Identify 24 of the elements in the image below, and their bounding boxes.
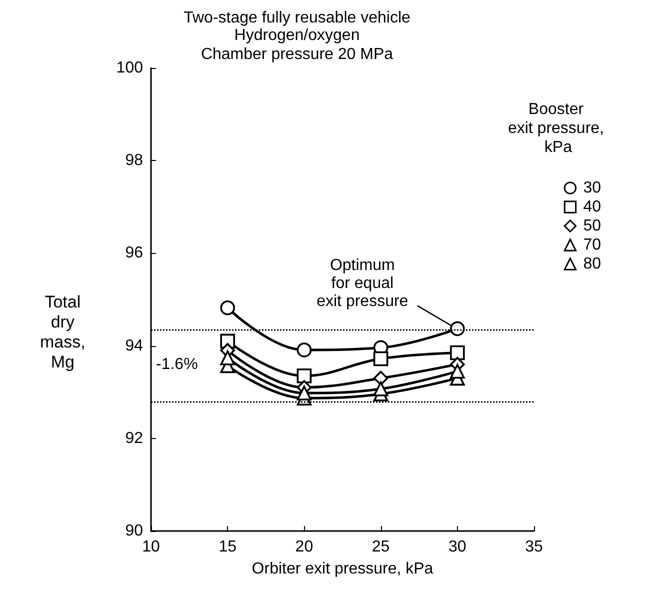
x-tick-label: 20 — [295, 538, 314, 556]
x-tick-label: 10 — [142, 538, 160, 556]
x-tick-label: 35 — [525, 538, 543, 556]
legend-label: 70 — [583, 236, 602, 254]
annotation: Optimum for equal exit pressure — [316, 257, 408, 310]
x-axis-title: Orbiter exit pressure, kPa — [252, 560, 434, 578]
legend-label: 40 — [583, 198, 602, 216]
chart-subtitle: Hydrogen/oxygen Chamber pressure 20 MPa — [200, 27, 394, 63]
legend-label: 80 — [583, 256, 602, 272]
y-tick-label: 96 — [125, 244, 144, 262]
legend-label: 30 — [583, 180, 602, 196]
y-axis-title: Total dry mass, Mg — [40, 292, 86, 372]
x-tick-label: 30 — [448, 538, 466, 556]
y-tick-label: 94 — [125, 337, 144, 354]
legend-label: 50 — [583, 218, 602, 234]
y-tick-label: 98 — [125, 152, 144, 170]
y-tick-label: 90 — [125, 522, 144, 540]
y-tick-label: 92 — [125, 430, 144, 447]
annotation: -1.6% — [156, 356, 198, 373]
x-tick-label: 15 — [218, 538, 237, 556]
chart-title: Two-stage fully reusable vehicle — [184, 10, 410, 26]
y-tick-label: 100 — [116, 60, 144, 76]
x-tick-label: 25 — [372, 538, 390, 556]
legend-title: Booster exit pressure, kPa — [508, 101, 604, 156]
